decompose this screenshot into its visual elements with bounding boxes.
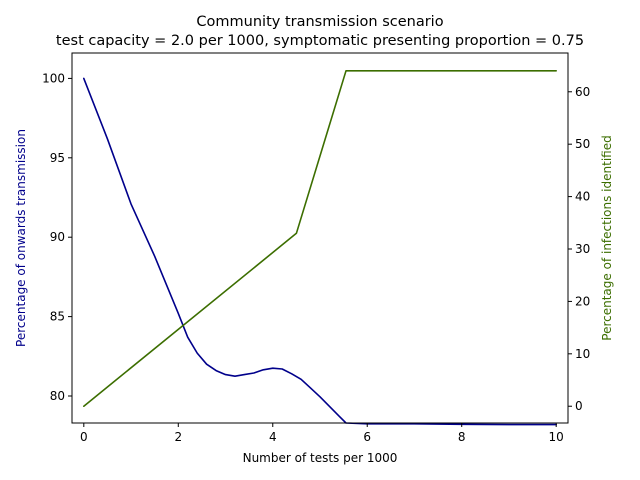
y-left-tick-label: 85 — [50, 310, 65, 324]
x-axis-label: Number of tests per 1000 — [243, 451, 398, 465]
y-left-tick-label: 90 — [50, 230, 65, 244]
chart-subtitle: test capacity = 2.0 per 1000, symptomati… — [56, 33, 584, 49]
y-right-tick-label: 40 — [575, 190, 590, 204]
x-tick-label: 4 — [269, 430, 277, 444]
y-right-tick-label: 30 — [575, 242, 590, 256]
x-tick-label: 0 — [80, 430, 88, 444]
y-right-tick-label: 50 — [575, 137, 590, 151]
x-tick-label: 6 — [363, 430, 371, 444]
y-right-tick-label: 0 — [575, 399, 583, 413]
y-left-tick-label: 100 — [42, 71, 65, 85]
y-right-axis-label: Percentage of infections identified — [600, 135, 614, 340]
series-layer — [83, 70, 558, 426]
y-right-tick-label: 60 — [575, 85, 590, 99]
x-tick-label: 2 — [174, 430, 182, 444]
y-left-ticks: 80 85 90 95 100 — [42, 71, 72, 403]
y-right-tick-label: 10 — [575, 347, 590, 361]
y-left-tick-label: 95 — [50, 151, 65, 165]
plot-frame — [71, 52, 569, 424]
x-tick-label: 10 — [549, 430, 564, 444]
y-right-tick-label: 20 — [575, 294, 590, 308]
series-line-identified — [83, 70, 558, 408]
y-left-tick-label: 80 — [50, 389, 65, 403]
x-tick-label: 8 — [458, 430, 466, 444]
chart-title: Community transmission scenario — [196, 14, 443, 30]
x-ticks: 0 2 4 6 8 10 — [80, 423, 564, 444]
y-left-axis-label: Percentage of onwards transmission — [14, 129, 28, 347]
y-right-ticks: 0 10 20 30 40 50 60 — [568, 85, 590, 413]
series-line-transmission — [83, 77, 558, 426]
